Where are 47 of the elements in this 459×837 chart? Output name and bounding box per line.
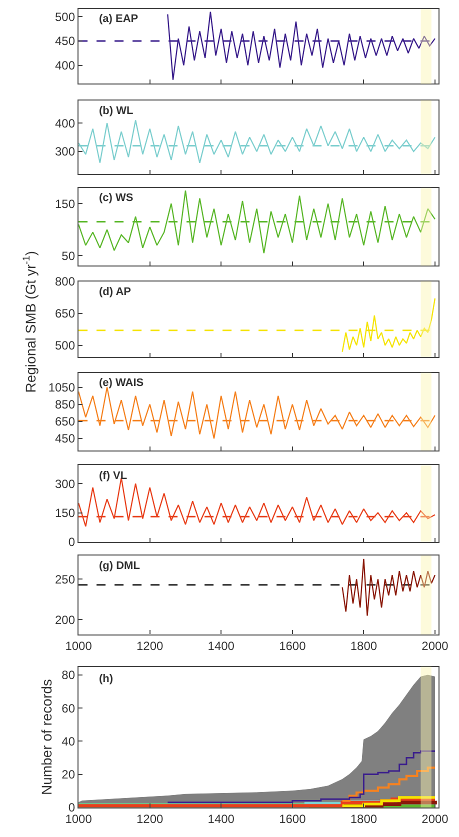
- y-tick-label: 400: [55, 116, 76, 130]
- line-series: [78, 386, 436, 440]
- chart-title: (b) WL: [99, 105, 134, 117]
- x-tick-label: 1800: [350, 638, 378, 653]
- y-tick-label: 300: [55, 144, 76, 159]
- y-tick-label: 650: [55, 306, 76, 321]
- x-tick-label: 1400: [208, 812, 235, 826]
- text: (f) VL: [99, 470, 128, 482]
- y-tick-label: 850: [55, 398, 76, 412]
- y-tick-label: 40: [62, 734, 76, 748]
- y-tick-label: 1050: [48, 380, 76, 394]
- y-tick-label: 200: [55, 612, 76, 627]
- y-tick-label: 250: [55, 572, 76, 586]
- x-tick-label: 1000: [65, 638, 92, 653]
- y-tick-label: 800: [55, 274, 76, 289]
- x-tick-label: 2000: [422, 638, 449, 653]
- y-tick-label: 60: [62, 701, 76, 716]
- y-tick-label: 300: [55, 476, 76, 491]
- x-tick-label: 1600: [279, 638, 306, 653]
- y-tick-label: 400: [55, 58, 76, 72]
- y-tick-label: 150: [55, 506, 76, 520]
- line-series: [342, 558, 436, 616]
- x-tick-label: 2000: [422, 812, 449, 826]
- y-axis-title: Number of records: [38, 679, 54, 796]
- line-series: [78, 120, 436, 164]
- y-tick-label: 50: [62, 248, 76, 263]
- y-tick-label: 450: [55, 432, 76, 446]
- line-series: [78, 190, 436, 254]
- chart-title: (a) EAP: [99, 13, 138, 25]
- x-tick-label: 1200: [136, 812, 164, 826]
- text: (h): [99, 673, 114, 685]
- x-tick-label: 1400: [208, 638, 235, 653]
- y-tick-label: 80: [62, 668, 76, 682]
- y-tick-label: 20: [62, 767, 76, 782]
- x-tick-label: 1200: [136, 638, 164, 653]
- text: (d) AP: [99, 286, 131, 298]
- y-tick-label: 650: [55, 414, 76, 429]
- x-tick-label: 1600: [279, 812, 306, 826]
- y-tick-label: 0: [68, 535, 76, 550]
- y-tick-label: 500: [55, 338, 76, 353]
- chart-title: (c) WS: [99, 192, 134, 204]
- y-tick-label: 500: [55, 10, 76, 24]
- x-tick-label: 1800: [350, 812, 378, 826]
- y-tick-label: 150: [55, 196, 76, 211]
- chart-title: (g) DML: [99, 560, 140, 572]
- chart-title: (e) WAIS: [99, 377, 144, 389]
- y-tick-label: 450: [55, 34, 76, 48]
